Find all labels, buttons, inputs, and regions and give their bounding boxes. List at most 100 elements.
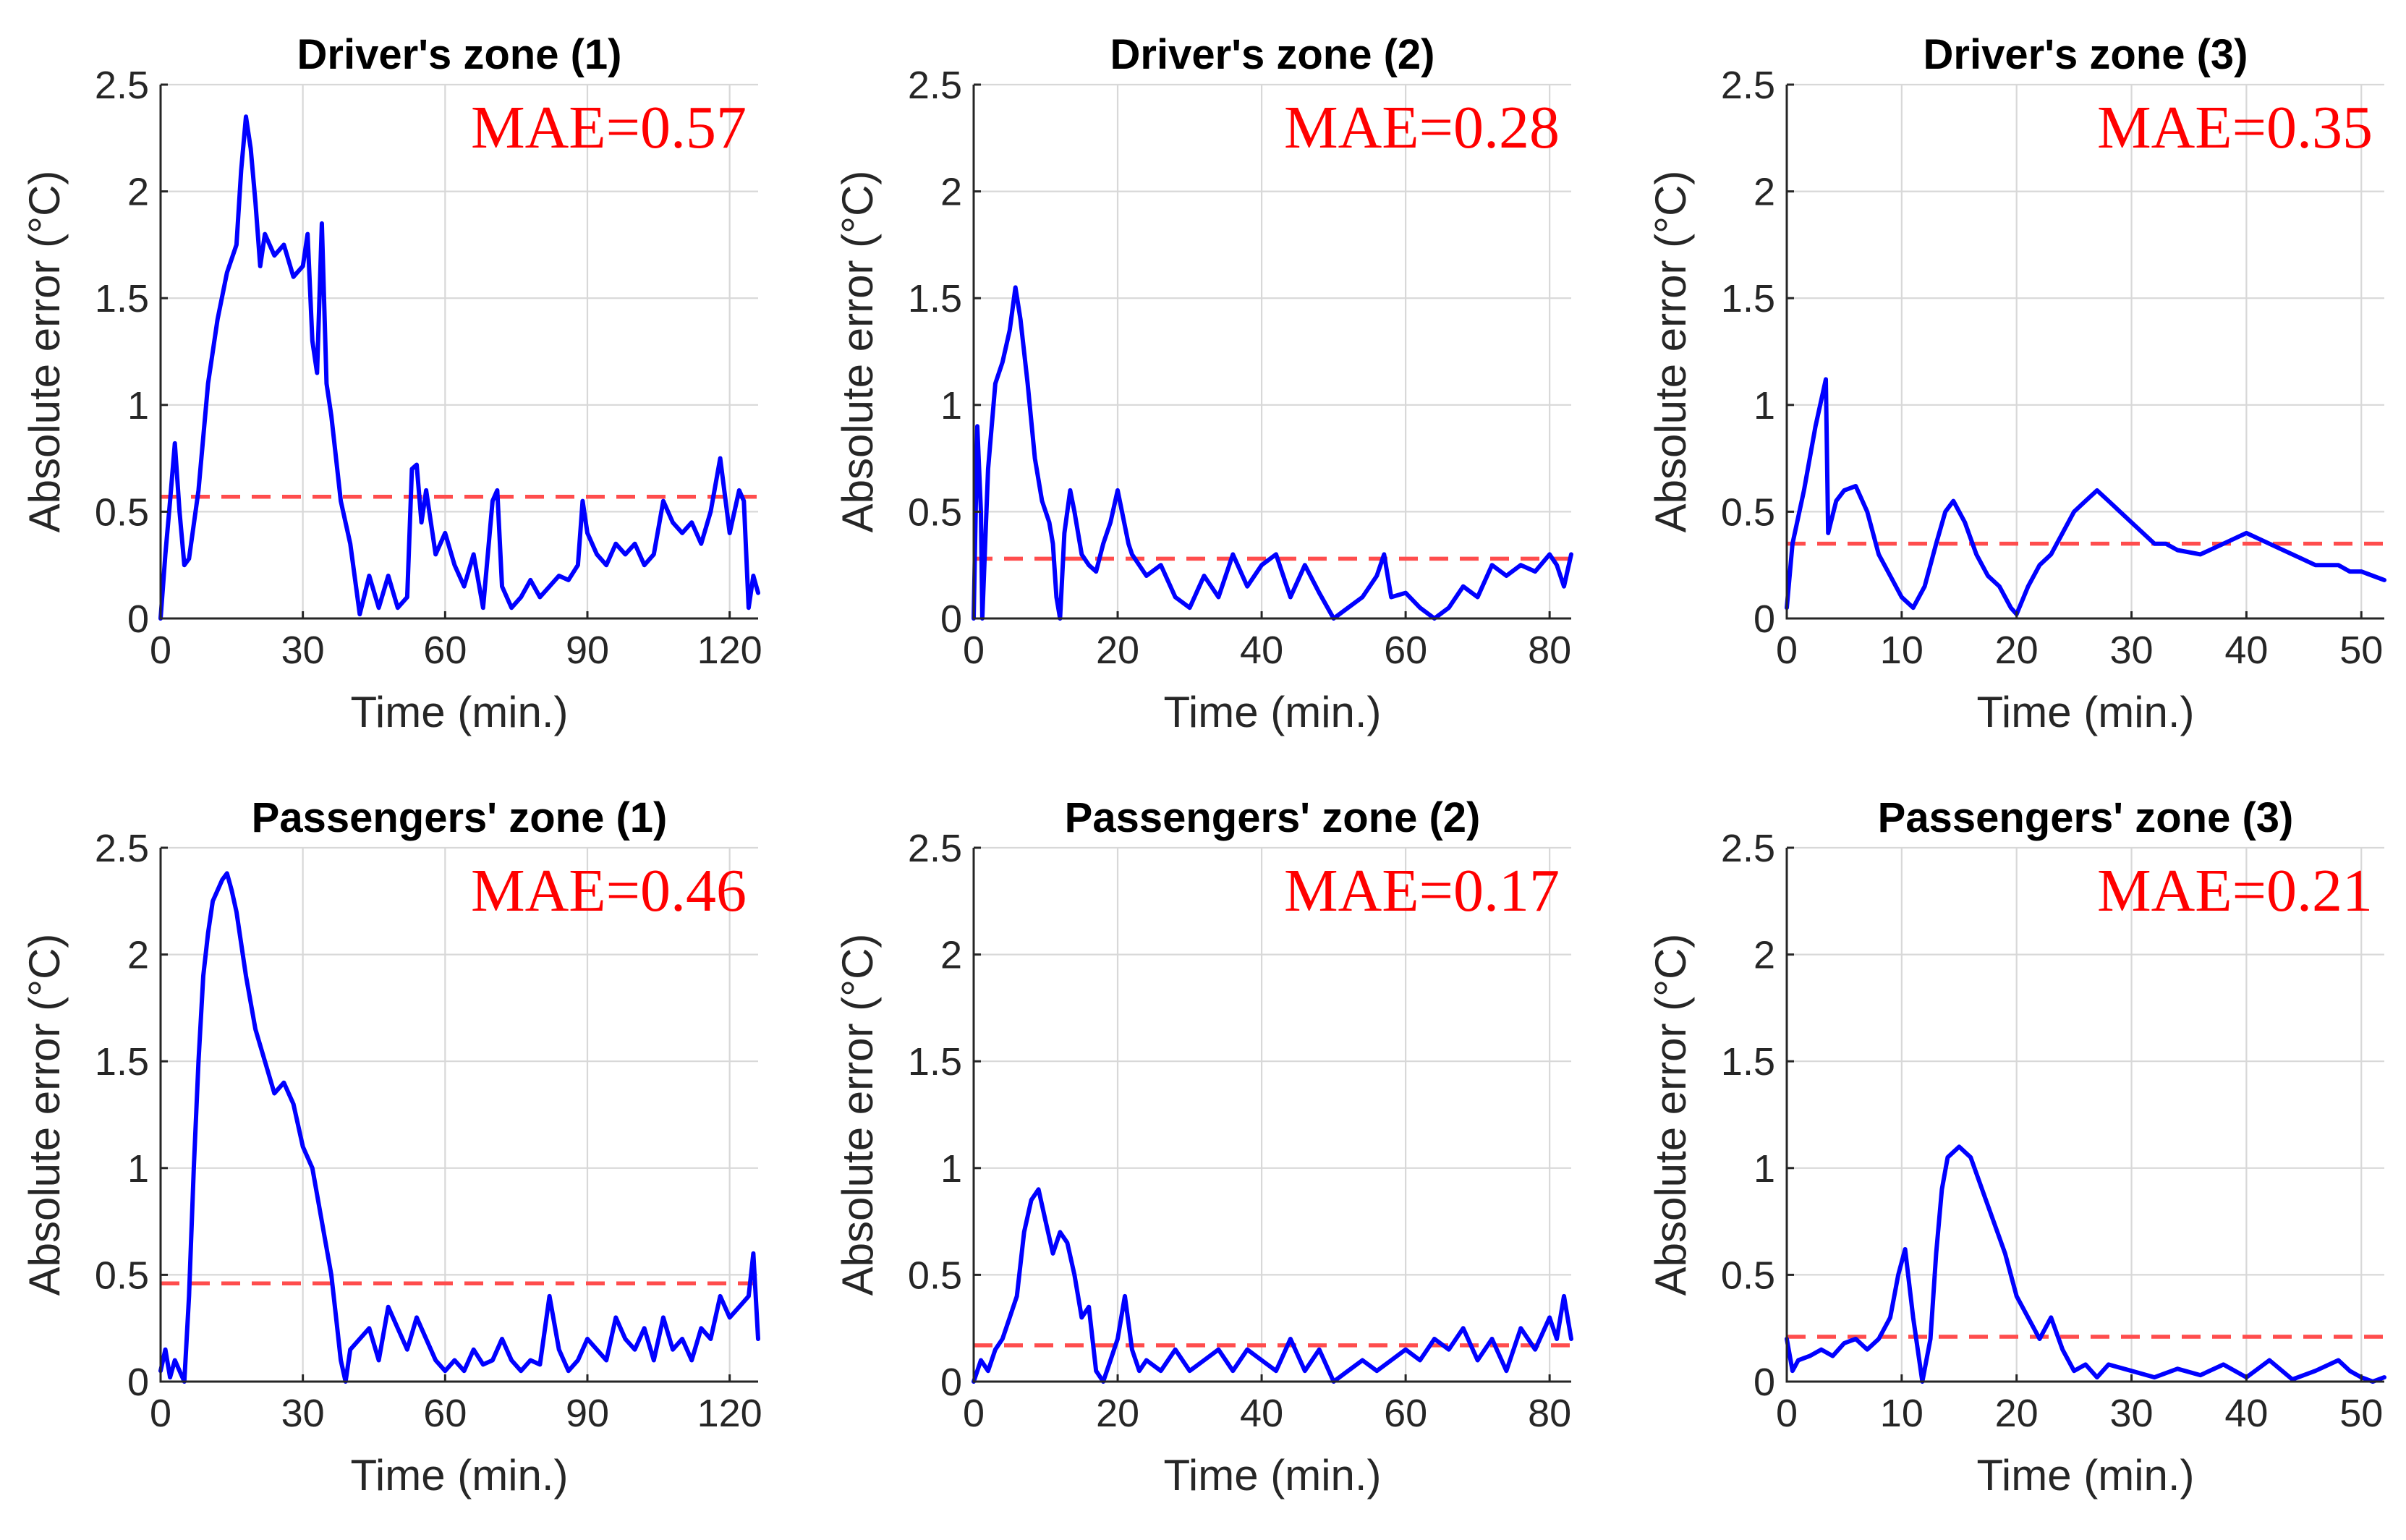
x-tick-label: 10	[1880, 629, 1923, 672]
y-tick-label: 1	[940, 384, 962, 427]
x-tick-label: 50	[2339, 629, 2383, 672]
y-axis-label: Absolute error (°C)	[20, 934, 69, 1296]
y-tick-label: 0	[940, 597, 962, 641]
x-tick-label: 20	[1995, 1392, 2039, 1435]
x-tick-label: 0	[963, 629, 985, 672]
y-tick-label: 1	[1754, 1147, 1775, 1191]
x-tick-label: 0	[150, 1392, 171, 1435]
y-tick-label: 2.5	[1721, 64, 1775, 107]
y-tick-label: 2.5	[908, 64, 962, 107]
panel-title: Passengers' zone (2)	[1065, 794, 1481, 841]
mae-annotation: MAE=0.35	[2097, 94, 2373, 161]
chart-panel-4: 0 30 60 90 120 0 0.5 1 1.5 2 2.5 Passengers' zone (…	[20, 794, 762, 1499]
plot-area	[1787, 848, 2384, 1382]
y-axis-label: Absolute error (°C)	[1646, 171, 1695, 533]
x-tick-label: 20	[1096, 629, 1139, 672]
y-tick-label: 0.5	[1721, 490, 1775, 534]
y-tick-label: 2.5	[908, 827, 962, 870]
x-tick-label: 0	[150, 629, 171, 672]
x-tick-label: 60	[423, 1392, 467, 1435]
chart-panel-3: 0 10 20 30 40 50 0 0.5 1 1.5 2 2.5 Driver's zone (3)…	[1646, 31, 2386, 736]
y-axis-label: Absolute error (°C)	[833, 934, 882, 1296]
panel-title: Passengers' zone (1)	[252, 794, 668, 841]
series-line-1	[1785, 377, 2386, 617]
y-tick-label: 2	[940, 934, 962, 977]
x-tick-label: 90	[566, 629, 609, 672]
chart-panel-2: 0 20 40 60 80 0 0.5 1 1.5 2 2.5 Driver's zone (2) Ti…	[833, 31, 1573, 736]
panel-title: Driver's zone (1)	[297, 31, 622, 78]
series-line-1	[1785, 1144, 2386, 1384]
y-tick-label: 0	[127, 1361, 149, 1404]
mae-annotation: MAE=0.28	[1284, 94, 1560, 161]
y-tick-label: 1.5	[1721, 277, 1775, 320]
x-tick-label: 80	[1528, 629, 1571, 672]
chart-panel-6: 0 10 20 30 40 50 0 0.5 1 1.5 2 2.5 Passengers' zone …	[1646, 794, 2386, 1499]
x-tick-label: 40	[1240, 629, 1283, 672]
plot-area	[974, 85, 1571, 618]
mae-annotation: MAE=0.21	[2097, 857, 2373, 924]
series-line-1	[972, 1187, 1573, 1384]
y-tick-label: 2	[1754, 934, 1775, 977]
x-tick-label: 0	[1776, 1392, 1798, 1435]
y-tick-label: 1	[1754, 384, 1775, 427]
x-tick-label: 80	[1528, 1392, 1571, 1435]
x-tick-label: 0	[963, 1392, 985, 1435]
plot-area	[974, 848, 1571, 1382]
y-tick-label: 2	[127, 934, 149, 977]
x-tick-label: 60	[423, 629, 467, 672]
x-tick-label: 40	[1240, 1392, 1283, 1435]
y-tick-label: 0	[1754, 597, 1775, 641]
x-tick-label: 40	[2224, 629, 2268, 672]
x-axis-label: Time (min.)	[350, 688, 568, 736]
y-tick-label: 1.5	[1721, 1040, 1775, 1084]
y-axis-label: Absolute error (°C)	[833, 171, 882, 533]
x-tick-label: 30	[2109, 629, 2153, 672]
y-tick-label: 2	[1754, 171, 1775, 214]
y-tick-label: 1	[127, 384, 149, 427]
mae-annotation: MAE=0.46	[471, 857, 747, 924]
x-tick-label: 60	[1384, 629, 1427, 672]
series-line-1	[972, 285, 1573, 621]
panel-title: Driver's zone (2)	[1110, 31, 1435, 78]
x-axis-label: Time (min.)	[350, 1451, 568, 1499]
y-axis-label: Absolute error (°C)	[1646, 934, 1695, 1296]
y-tick-label: 2	[940, 171, 962, 214]
y-tick-label: 2.5	[95, 64, 149, 107]
y-tick-label: 1.5	[908, 277, 962, 320]
x-axis-label: Time (min.)	[1976, 688, 2194, 736]
y-tick-label: 0.5	[908, 1254, 962, 1297]
y-tick-label: 2	[127, 171, 149, 214]
y-tick-label: 2.5	[95, 827, 149, 870]
y-tick-label: 0.5	[95, 1254, 149, 1297]
x-tick-label: 30	[2109, 1392, 2153, 1435]
y-tick-label: 1.5	[908, 1040, 962, 1084]
plot-area	[1787, 85, 2384, 618]
y-axis-label: Absolute error (°C)	[20, 171, 69, 533]
y-tick-label: 0.5	[908, 490, 962, 534]
y-tick-label: 2.5	[1721, 827, 1775, 870]
chart-panel-1: 0 30 60 90 120 0 0.5 1 1.5 2 2.5 Driver's zone (1) T…	[20, 31, 762, 736]
x-tick-label: 10	[1880, 1392, 1923, 1435]
series-line-1	[158, 114, 760, 621]
y-tick-label: 1.5	[95, 1040, 149, 1084]
y-tick-label: 1.5	[95, 277, 149, 320]
y-tick-label: 0.5	[1721, 1254, 1775, 1297]
x-axis-label: Time (min.)	[1976, 1451, 2194, 1499]
mae-annotation: MAE=0.17	[1284, 857, 1560, 924]
x-tick-label: 20	[1995, 629, 2039, 672]
x-tick-label: 50	[2339, 1392, 2383, 1435]
y-tick-label: 0.5	[95, 490, 149, 534]
panel-title: Passengers' zone (3)	[1878, 794, 2294, 841]
x-tick-label: 40	[2224, 1392, 2268, 1435]
x-tick-label: 60	[1384, 1392, 1427, 1435]
x-tick-label: 0	[1776, 629, 1798, 672]
mae-annotation: MAE=0.57	[471, 94, 747, 161]
y-tick-label: 0	[940, 1361, 962, 1404]
x-tick-label: 120	[697, 1392, 762, 1435]
x-axis-label: Time (min.)	[1163, 1451, 1381, 1499]
x-tick-label: 90	[566, 1392, 609, 1435]
panel-title: Driver's zone (3)	[1923, 31, 2248, 78]
y-tick-label: 1	[940, 1147, 962, 1191]
x-tick-label: 20	[1096, 1392, 1139, 1435]
